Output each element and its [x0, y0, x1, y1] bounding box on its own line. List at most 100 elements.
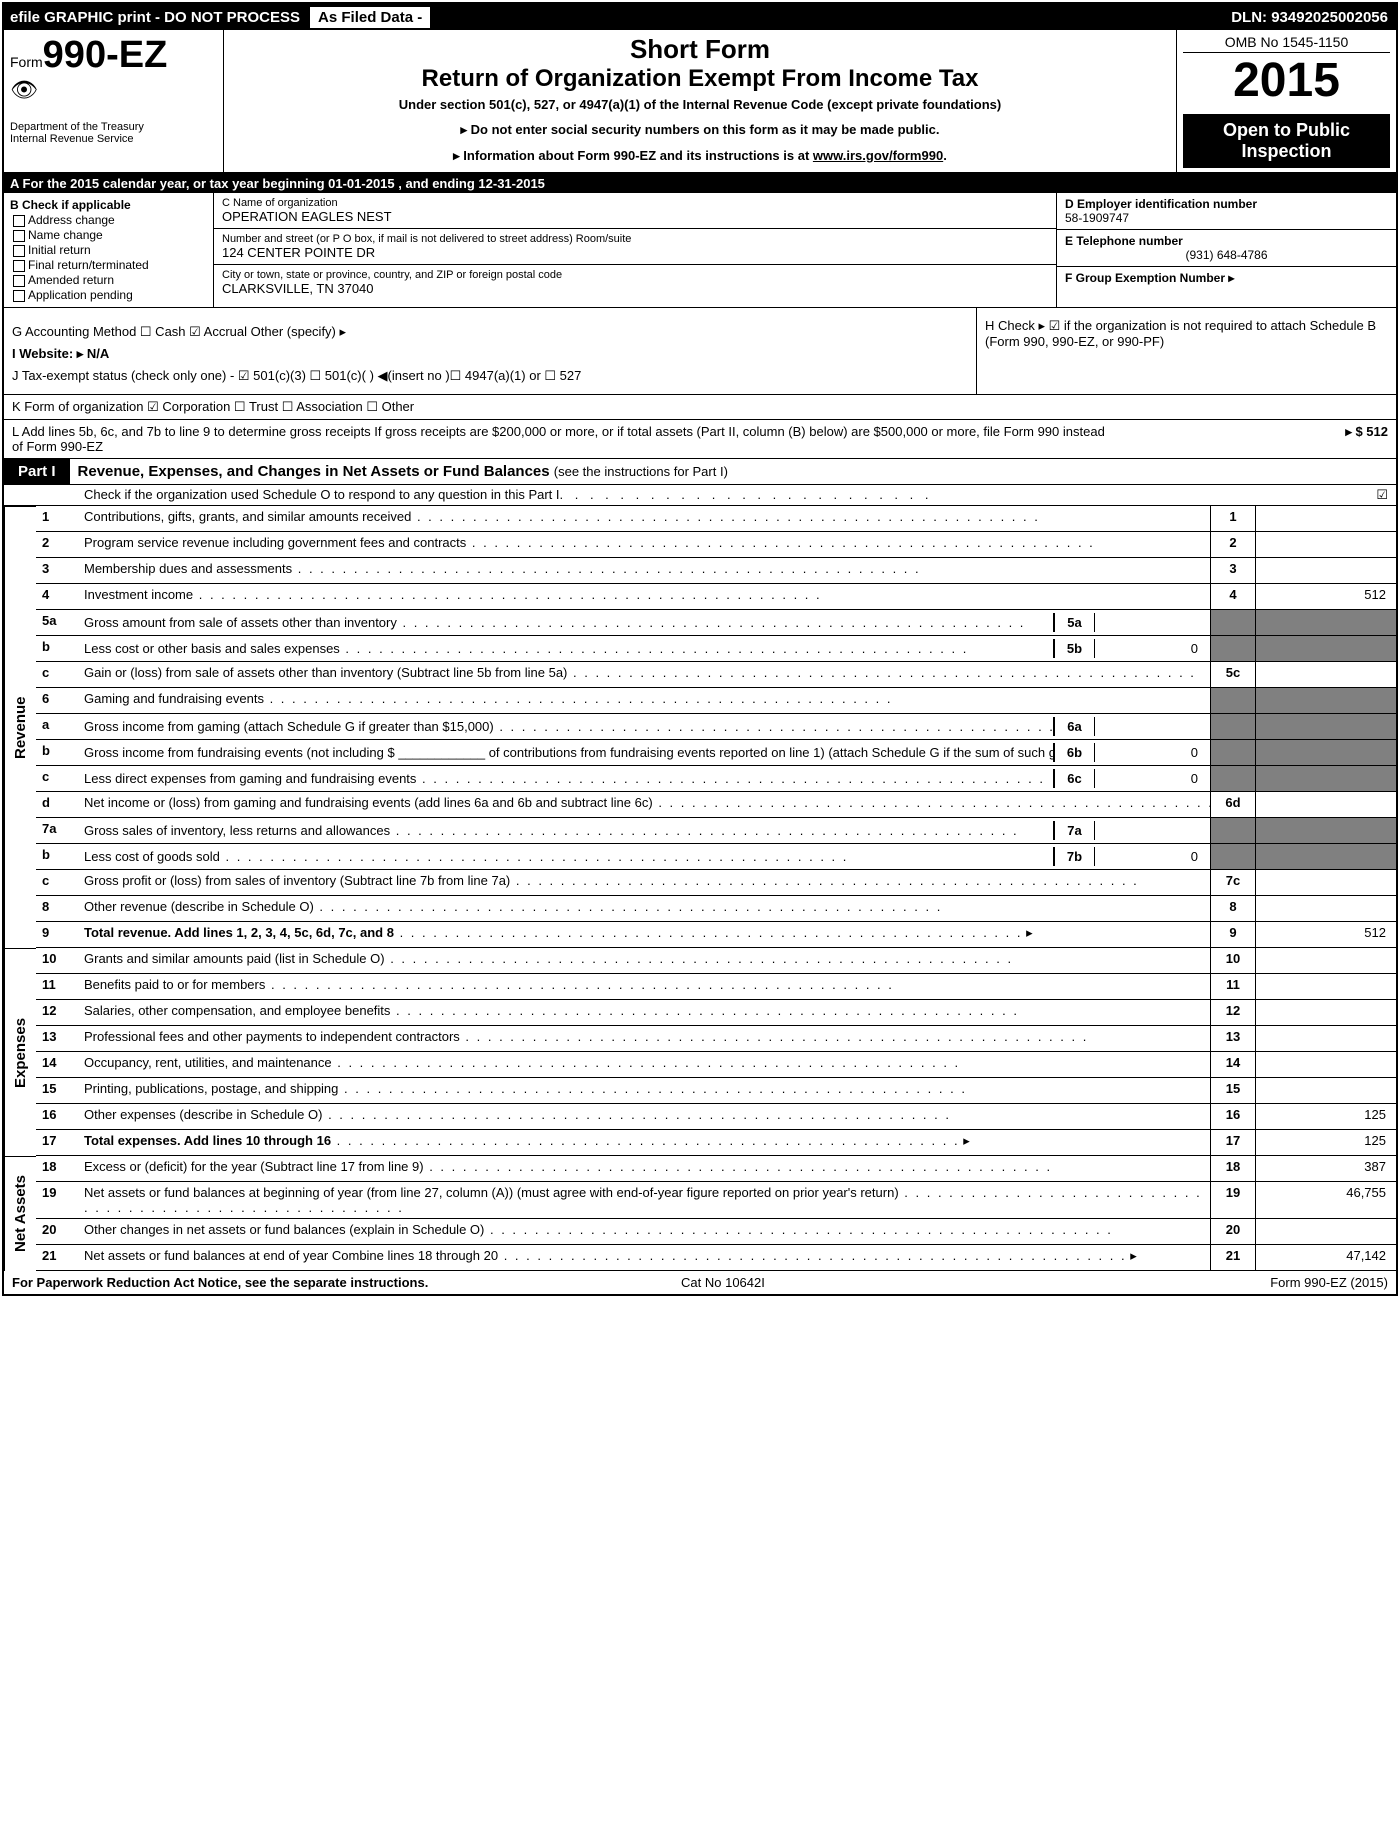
- as-filed-label: As Filed Data -: [310, 7, 430, 28]
- line-description: Excess or (deficit) for the year (Subtra…: [78, 1156, 1210, 1182]
- line-value: 512: [1256, 584, 1396, 610]
- irs-link[interactable]: www.irs.gov/form990: [813, 148, 943, 163]
- ein: 58-1909747: [1065, 211, 1388, 225]
- line-k-form-of-org: K Form of organization ☑ Corporation ☐ T…: [4, 395, 1396, 420]
- line-ref-number: 21: [1210, 1245, 1256, 1271]
- cb-application-pending[interactable]: Application pending: [10, 288, 207, 302]
- line-value: [1256, 1219, 1396, 1245]
- line-description: Other revenue (describe in Schedule O): [78, 896, 1210, 922]
- ghij-block: G Accounting Method ☐ Cash ☑ Accrual Oth…: [4, 308, 1396, 395]
- line-number: c: [36, 766, 78, 792]
- line-description: Benefits paid to or for members: [78, 974, 1210, 1000]
- section-label: Expenses: [4, 948, 36, 1156]
- form-ref: Form 990-EZ (2015): [1270, 1275, 1388, 1290]
- line-number: 16: [36, 1104, 78, 1130]
- line-h-schedule-b: H Check ▸ ☑ if the organization is not r…: [976, 308, 1396, 394]
- line-number: 18: [36, 1156, 78, 1182]
- section-def: D Employer identification number 58-1909…: [1056, 193, 1396, 307]
- info-link-line: ▸ Information about Form 990-EZ and its …: [230, 148, 1170, 164]
- line-value: 387: [1256, 1156, 1396, 1182]
- cat-no: Cat No 10642I: [681, 1275, 765, 1290]
- line-ref-number: 12: [1210, 1000, 1256, 1026]
- line-ref-number: 17: [1210, 1130, 1256, 1156]
- line-number: 4: [36, 584, 78, 610]
- line-value: 125: [1256, 1104, 1396, 1130]
- line-description: Total revenue. Add lines 1, 2, 3, 4, 5c,…: [78, 922, 1210, 948]
- section-label: Net Assets: [4, 1156, 36, 1271]
- line-number: a: [36, 714, 78, 740]
- line-ref-number: [1210, 688, 1256, 714]
- line-description: Contributions, gifts, grants, and simila…: [78, 506, 1210, 532]
- line-ref-number: 11: [1210, 974, 1256, 1000]
- line-value: [1256, 948, 1396, 974]
- line-description: Gross income from fundraising events (no…: [78, 740, 1210, 766]
- line-ref-number: 15: [1210, 1078, 1256, 1104]
- line-ref-number: 13: [1210, 1026, 1256, 1052]
- line-description: Gross amount from sale of assets other t…: [78, 610, 1210, 636]
- cb-address-change[interactable]: Address change: [10, 213, 207, 227]
- line-number: 7a: [36, 818, 78, 844]
- line-number: 11: [36, 974, 78, 1000]
- line-value: [1256, 1052, 1396, 1078]
- line-value: [1256, 896, 1396, 922]
- line-ref-number: 14: [1210, 1052, 1256, 1078]
- line-value: [1256, 506, 1396, 532]
- form-990ez-page: efile GRAPHIC print - DO NOT PROCESS As …: [2, 2, 1398, 1296]
- section-label: Revenue: [4, 506, 36, 948]
- section-c-org-info: C Name of organization OPERATION EAGLES …: [214, 193, 1056, 307]
- line-description: Other expenses (describe in Schedule O): [78, 1104, 1210, 1130]
- line-description: Net assets or fund balances at end of ye…: [78, 1245, 1210, 1271]
- line-description: Membership dues and assessments: [78, 558, 1210, 584]
- tax-year: 2015: [1183, 53, 1390, 108]
- line-ref-number: 16: [1210, 1104, 1256, 1130]
- form-header: Form990-EZ 👁 Department of the Treasury …: [4, 30, 1396, 174]
- short-form-title: Short Form: [230, 34, 1170, 65]
- section-b-checkboxes: B Check if applicable Address change Nam…: [4, 193, 214, 307]
- line-number: 19: [36, 1182, 78, 1219]
- line-number: d: [36, 792, 78, 818]
- row-a-tax-year: A For the 2015 calendar year, or tax yea…: [4, 174, 1396, 193]
- cb-amended-return[interactable]: Amended return: [10, 273, 207, 287]
- line-value: 46,755: [1256, 1182, 1396, 1219]
- line-ref-number: 1: [1210, 506, 1256, 532]
- line-ref-number: 7c: [1210, 870, 1256, 896]
- line-value: 512: [1256, 922, 1396, 948]
- line-number: 8: [36, 896, 78, 922]
- cb-final-return[interactable]: Final return/terminated: [10, 258, 207, 272]
- form-number: Form990-EZ: [10, 34, 217, 77]
- line-description: Printing, publications, postage, and shi…: [78, 1078, 1210, 1104]
- line-value: 47,142: [1256, 1245, 1396, 1271]
- return-title: Return of Organization Exempt From Incom…: [230, 65, 1170, 93]
- line-description: Gross profit or (loss) from sales of inv…: [78, 870, 1210, 896]
- line-number: 5a: [36, 610, 78, 636]
- cb-initial-return[interactable]: Initial return: [10, 243, 207, 257]
- line-description: Less cost or other basis and sales expen…: [78, 636, 1210, 662]
- omb-number: OMB No 1545-1150: [1183, 34, 1390, 53]
- line-ref-number: 9: [1210, 922, 1256, 948]
- line-value: 125: [1256, 1130, 1396, 1156]
- line-description: Occupancy, rent, utilities, and maintena…: [78, 1052, 1210, 1078]
- line-value: [1256, 870, 1396, 896]
- line-ref-number: 2: [1210, 532, 1256, 558]
- line-value: [1256, 532, 1396, 558]
- line-description: Gaming and fundraising events: [78, 688, 1210, 714]
- line-value: [1256, 1078, 1396, 1104]
- line-number: c: [36, 662, 78, 688]
- line-number: 15: [36, 1078, 78, 1104]
- part-i-schedule-o-check: Check if the organization used Schedule …: [4, 485, 1396, 506]
- treasury-dept: Department of the Treasury Internal Reve…: [10, 121, 217, 145]
- org-street: 124 CENTER POINTE DR: [222, 245, 1048, 260]
- under-section: Under section 501(c), 527, or 4947(a)(1)…: [230, 97, 1170, 112]
- line-value: [1256, 974, 1396, 1000]
- line-description: Net income or (loss) from gaming and fun…: [78, 792, 1210, 818]
- line-value: [1256, 1000, 1396, 1026]
- bcdef-block: B Check if applicable Address change Nam…: [4, 193, 1396, 308]
- line-description: Grants and similar amounts paid (list in…: [78, 948, 1210, 974]
- cb-name-change[interactable]: Name change: [10, 228, 207, 242]
- line-description: Less direct expenses from gaming and fun…: [78, 766, 1210, 792]
- line-ref-number: 10: [1210, 948, 1256, 974]
- telephone: (931) 648-4786: [1065, 248, 1388, 262]
- line-description: Net assets or fund balances at beginning…: [78, 1182, 1210, 1219]
- line-description: Less cost of goods sold7b0: [78, 844, 1210, 870]
- part-i-line-table: Revenue 1Contributions, gifts, grants, an…: [4, 506, 1396, 1271]
